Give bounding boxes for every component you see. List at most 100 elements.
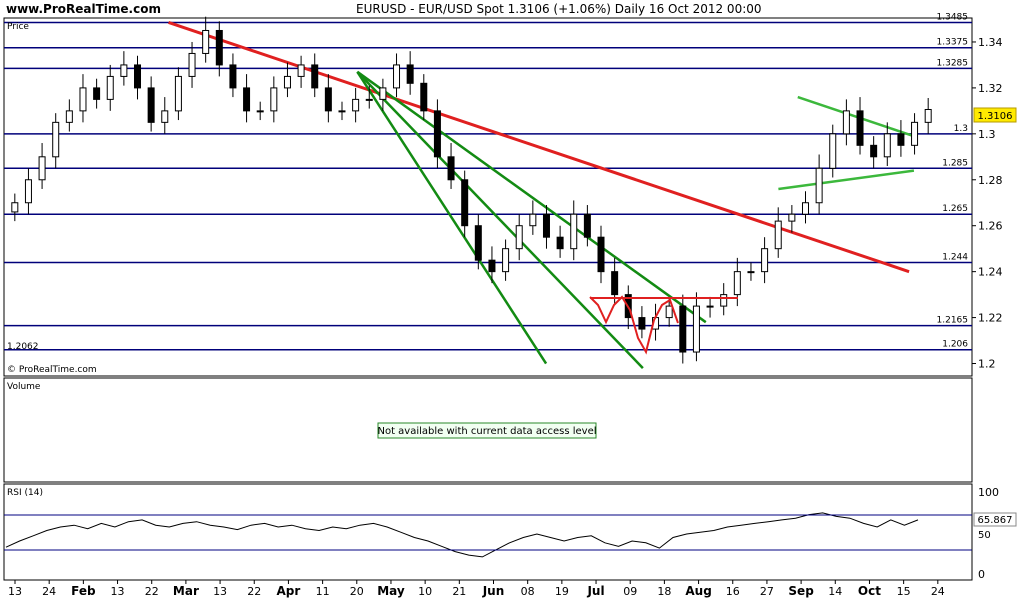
candle-body [106,75,114,100]
candle-body [542,213,550,238]
date-tick-label: 19 [555,585,569,598]
price-tick-label: 1.34 [978,36,1003,49]
left-level-label: 1.2062 [7,342,39,352]
volume-notice: Not available with current data access l… [377,426,596,437]
candle-body [911,121,919,146]
date-axis: 13 24 Feb 13 22 Mar 13 22 Apr 11 20 May 10 21 Jun 08 19 J… [8,580,945,598]
candle-body [379,87,387,100]
date-tick-label: Mar [173,584,199,598]
candle-body [529,213,537,227]
trend-line [356,71,548,365]
candle-body [842,110,850,135]
candle-body [856,110,864,146]
candlesticks [11,16,932,364]
candle-body [474,225,482,261]
candle-body [420,82,428,112]
rsi-last-badge [973,512,1017,527]
candle-body [243,87,251,112]
date-tick-label: 24 [931,585,945,598]
candle-body [665,305,673,319]
site-url[interactable]: www.ProRealTime.com [6,2,161,16]
candle-body [679,305,687,353]
volume-label: Volume [7,382,41,392]
date-tick-label: 22 [145,585,159,598]
date-tick-label: 13 [213,585,227,598]
candle-body [692,305,700,353]
candle-body [433,110,441,158]
rsi-tick-0: 0 [978,568,985,581]
price-tick-label: 1.22 [978,312,1003,325]
candle-body [24,179,32,204]
date-tick-label: 15 [897,585,911,598]
candle-body [188,52,196,77]
candle-body [720,294,728,307]
rsi-line [5,512,919,558]
rsi-label: RSI (14) [7,488,43,498]
date-tick-label: May [377,584,405,598]
level-label: 1.265 [942,204,968,214]
date-tick-label: 22 [247,585,261,598]
candle-body [611,271,619,296]
trend-line [778,169,915,191]
candle-body [11,202,19,213]
candle-body [79,87,87,112]
candle-body [52,121,60,158]
candle-body [488,259,496,273]
head-shoulders-pattern [589,295,738,355]
date-tick-label: Apr [277,584,301,598]
candle-body [570,213,578,250]
candle-body [597,236,605,273]
level-label: 1.285 [942,158,968,168]
date-tick-label: Feb [71,584,96,598]
price-label: Price [7,22,29,32]
level-label: 1.3485 [937,12,969,22]
level-label: 1.3 [954,124,968,134]
date-tick-label: 09 [623,585,637,598]
candle-body [897,133,905,146]
price-tick-label: 1.26 [978,220,1003,233]
candle-body [215,29,223,66]
candle-body [883,133,891,158]
candle-body [365,98,373,101]
candle-body [556,236,564,250]
candle-body [270,87,278,112]
candle-body [147,87,155,123]
candle-body [338,110,346,113]
candle-body [447,156,455,181]
price-tick-label: 1.3 [978,128,996,141]
date-tick-label: 24 [42,585,56,598]
trend-line [356,70,707,324]
level-label: 1.3285 [937,58,969,68]
candle-body [706,305,714,308]
date-tick-label: 16 [726,585,740,598]
candle-body [733,271,741,296]
trend-line [797,95,915,138]
price-axis: 1.34 1.32 1.3 1.28 1.26 1.24 1.22 1.2 [972,36,1003,371]
candle-body [38,156,46,181]
candle-body [229,64,237,89]
level-label: 1.244 [942,252,968,262]
horizontal-levels: 1.3485 1.3375 1.3285 1.3 1.285 1.265 1.244 1.21… [4,12,972,351]
volume-notice-box [377,422,597,439]
candle-body [788,213,796,222]
candle-body [461,179,469,227]
last-price-badge [973,107,1017,123]
candle-body [93,87,101,100]
date-tick-label: 11 [316,585,330,598]
candle-body [256,110,264,113]
candle-body [747,271,755,274]
date-tick-label: Oct [858,584,881,598]
last-price: 1.3106 [978,111,1013,122]
volume-panel-frame [3,377,973,483]
price-tick-label: 1.2 [978,358,996,371]
date-tick-label: 13 [111,585,125,598]
candle-body [120,64,128,77]
date-tick-label: 10 [418,585,432,598]
candle-body [638,317,646,330]
date-tick-label: 18 [657,585,671,598]
date-tick-label: 14 [828,585,842,598]
level-label: 1.206 [942,340,968,350]
candle-body [502,248,510,273]
date-tick-label: 27 [760,585,774,598]
